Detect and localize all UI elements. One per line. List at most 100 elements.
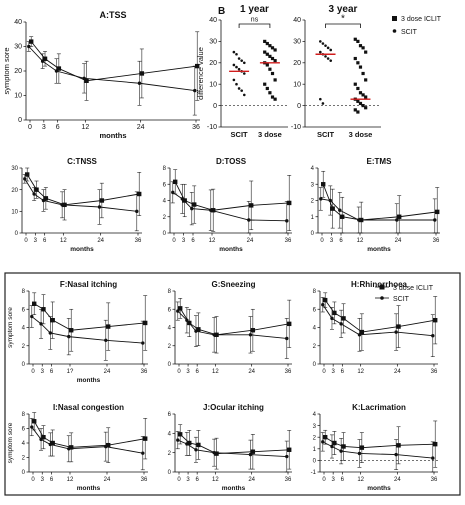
chart-title: C:TNSS [67, 157, 97, 166]
data-point [27, 44, 31, 49]
y-tick-label: 6 [163, 182, 167, 188]
y-tick-label: 4 [168, 326, 172, 332]
y-tick-label: 20 [14, 68, 22, 75]
x-tick-label: 3 dose [349, 130, 373, 139]
data-point [358, 91, 363, 95]
data-point [287, 200, 292, 206]
x-tick-label: 6 [341, 477, 345, 483]
y-tick-label: 0 [22, 362, 26, 368]
data-point [30, 425, 34, 429]
chart-title: H:Rhinorrhoea [351, 280, 408, 289]
data-point [237, 67, 241, 71]
chart-title: 1 year [240, 4, 269, 15]
data-point [273, 59, 277, 63]
data-point [323, 297, 328, 303]
y-tick-label: 2 [313, 344, 317, 350]
y-tick-label: 4 [313, 326, 317, 332]
y-tick-label: 4 [313, 412, 317, 418]
series-line [322, 304, 433, 337]
data-point [357, 333, 362, 337]
series-line [33, 303, 146, 331]
data-point [30, 314, 34, 319]
y-tick-label: 0 [311, 231, 315, 237]
data-point [268, 44, 272, 48]
data-point [235, 65, 238, 69]
x-tick-label: 6 [50, 477, 54, 483]
y-tick-label: 8 [22, 289, 26, 295]
x-tick-label: 24 [97, 238, 104, 244]
data-point [82, 76, 86, 81]
y-tick-label: 6 [22, 307, 26, 313]
series-line [33, 421, 146, 448]
y-tick-label: 1 [313, 447, 317, 453]
y-tick-label: -10 [291, 124, 301, 131]
x-tick-label: 3 [186, 369, 190, 375]
data-point [214, 451, 219, 456]
y-tick-label: 2 [168, 344, 172, 350]
series-scit [26, 41, 197, 116]
data-point [358, 65, 363, 69]
x-tick-label: 24 [247, 238, 254, 244]
y-tick-label: 20 [11, 188, 18, 194]
data-point [321, 302, 325, 307]
y-tick-label: 0 [213, 103, 217, 110]
data-point [141, 341, 145, 345]
data-point [187, 440, 192, 446]
data-point [182, 198, 187, 203]
series-iclit [321, 170, 440, 234]
series-line [172, 192, 287, 222]
legend-swatch-iclit [392, 16, 397, 21]
x-tick-label: 12 [67, 477, 74, 483]
x-tick-label: 36 [141, 369, 148, 375]
data-point [285, 219, 289, 223]
y-tick-label: 0 [22, 470, 26, 476]
data-point [104, 338, 108, 342]
x-tick-label: 36 [285, 369, 292, 375]
y-tick-label: 4 [168, 432, 172, 438]
series-scit [320, 297, 435, 357]
data-point [324, 55, 327, 58]
x-tick-label: 36 [135, 238, 142, 244]
x-tick-label: 24 [394, 477, 401, 483]
data-point [237, 57, 241, 60]
y-tick-label: 6 [168, 412, 172, 418]
data-point [265, 41, 269, 46]
series-scit [22, 174, 139, 232]
x-axis-label: months [367, 246, 391, 253]
data-point [268, 67, 272, 71]
data-point [330, 444, 334, 449]
data-point [319, 40, 322, 43]
data-point [195, 63, 200, 69]
data-point [84, 78, 89, 83]
series-scit [29, 305, 145, 365]
y-tick-label: 2 [313, 435, 317, 441]
data-point [143, 436, 148, 441]
series-iclit [323, 420, 438, 468]
data-point [326, 57, 330, 60]
x-tick-label: 24 [137, 124, 145, 131]
legend-swatch-iclit-b [379, 284, 385, 290]
data-point [353, 56, 357, 61]
data-point [194, 448, 198, 452]
data-point [69, 328, 74, 333]
data-point [364, 78, 368, 82]
data-point [32, 301, 37, 306]
x-tick-label: 3 [42, 124, 46, 131]
y-tick-label: 2 [163, 215, 167, 221]
y-tick-label: 40 [209, 17, 217, 24]
data-point [193, 88, 197, 93]
chart-title: A:TSS [100, 10, 127, 20]
x-tick-label: 6 [50, 369, 54, 375]
data-point [332, 440, 337, 446]
x-tick-label: 12 [357, 238, 364, 244]
y-tick-label: 8 [313, 289, 317, 295]
x-tick-label: 3 dose [258, 130, 282, 139]
x-tick-label: 3 [34, 238, 38, 244]
data-point [321, 102, 325, 105]
data-point [232, 63, 236, 67]
data-point [242, 72, 246, 75]
legend-label-scit: SCIT [401, 29, 418, 36]
